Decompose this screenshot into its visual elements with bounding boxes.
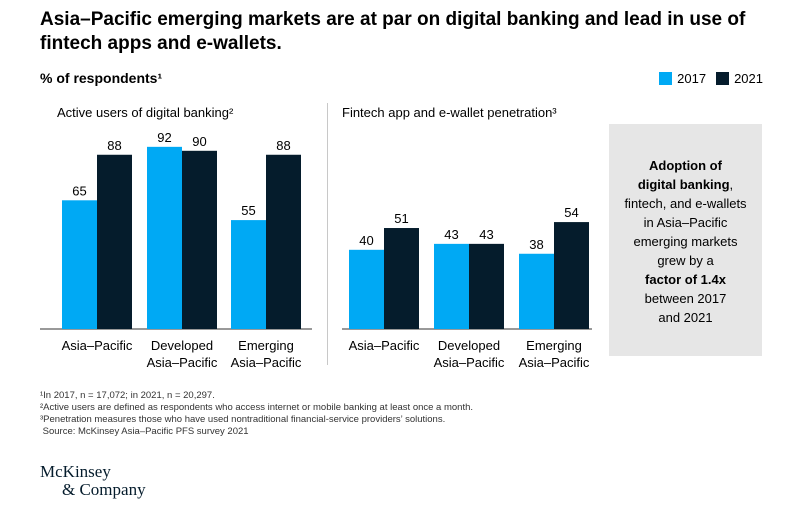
legend-swatch-2017 (659, 72, 673, 85)
legend-swatch-2021 (716, 72, 730, 85)
footnotes: ¹In 2017, n = 17,072; in 2021, n = 20,29… (40, 390, 473, 438)
bar-0-0-2017 (62, 200, 97, 329)
bar-0-2-2017 (231, 220, 266, 329)
data-label-1-1-2021: 43 (479, 227, 493, 242)
logo-line-2: & Company (62, 480, 146, 499)
category-label-0-1-0: Developed (151, 338, 213, 353)
bar-0-1-2017 (147, 146, 182, 329)
data-label-0-1-2021: 90 (192, 134, 206, 149)
bar-1-2-2021 (554, 222, 589, 329)
callout-line-5: emerging markets (633, 234, 738, 249)
footnote-source: Source: McKinsey Asia–Pacific PFS survey… (40, 426, 249, 437)
category-label-0-1-1: Asia–Pacific (147, 355, 218, 370)
category-label-1-1-0: Developed (438, 338, 500, 353)
callout-line-4: in Asia–Pacific (643, 215, 728, 230)
bar-1-0-2017 (349, 249, 384, 329)
bar-0-0-2021 (97, 154, 132, 329)
legend: 2017 2021 (649, 71, 763, 86)
data-label-0-2-2021: 88 (276, 138, 290, 153)
category-label-0-2-1: Asia–Pacific (231, 355, 302, 370)
data-label-1-1-2017: 43 (444, 227, 458, 242)
data-label-0-0-2021: 88 (107, 138, 121, 153)
panel-title-fintech: Fintech app and e-wallet penetration³ (342, 105, 557, 120)
legend-label-2021: 2021 (734, 71, 763, 86)
bar-0-1-2021 (182, 150, 217, 329)
mckinsey-logo: McKinsey & Company (40, 463, 146, 499)
data-label-0-2-2017: 55 (241, 203, 255, 218)
category-label-0-2-0: Emerging (238, 338, 294, 353)
logo-line-1: McKinsey (40, 462, 111, 481)
callout-line-7: factor of 1.4x (645, 272, 726, 287)
bar-1-2-2017 (519, 253, 554, 329)
bar-1-1-2021 (469, 243, 504, 329)
footnote-2: ²Active users are defined as respondents… (40, 402, 474, 413)
legend-item-2021: 2021 (716, 71, 763, 86)
category-label-0-0-0: Asia–Pacific (62, 338, 133, 353)
callout-line-8: between 2017 (644, 291, 727, 306)
chart-title: Asia–Pacific emerging markets are at par… (40, 9, 746, 54)
data-label-1-0-2017: 40 (359, 233, 373, 248)
callout-line-6: grew by a (657, 253, 714, 268)
callout-line-3: fintech, and e-wallets (624, 196, 747, 211)
legend-label-2017: 2017 (677, 71, 707, 86)
category-label-1-2-1: Asia–Pacific (519, 355, 590, 370)
bar-0-2-2021 (266, 154, 301, 329)
callout-line-9: and 2021 (658, 310, 713, 325)
data-label-1-2-2021: 54 (564, 205, 578, 220)
data-label-1-0-2021: 51 (394, 211, 408, 226)
callout-line-1: Adoption of (649, 158, 722, 173)
legend-item-2017: 2017 (659, 71, 706, 86)
callout-box: Adoption of digital banking, fintech, an… (609, 124, 762, 356)
data-label-1-2-2017: 38 (529, 237, 543, 252)
bar-1-0-2021 (384, 228, 419, 329)
chart-subtitle: % of respondents¹ (40, 70, 163, 86)
panel-title-digital-banking: Active users of digital banking² (57, 105, 234, 120)
footnote-3: ³Penetration measures those who have use… (40, 414, 446, 425)
category-label-1-2-0: Emerging (526, 338, 582, 353)
callout-line-2: digital banking, (637, 177, 734, 192)
data-label-0-0-2017: 65 (72, 183, 86, 198)
panel-divider (327, 103, 328, 365)
category-label-1-0-0: Asia–Pacific (349, 338, 420, 353)
bar-1-1-2017 (434, 243, 469, 329)
footnote-1: ¹In 2017, n = 17,072; in 2021, n = 20,29… (40, 390, 215, 401)
data-label-0-1-2017: 92 (157, 130, 171, 145)
category-label-1-1-1: Asia–Pacific (434, 355, 505, 370)
